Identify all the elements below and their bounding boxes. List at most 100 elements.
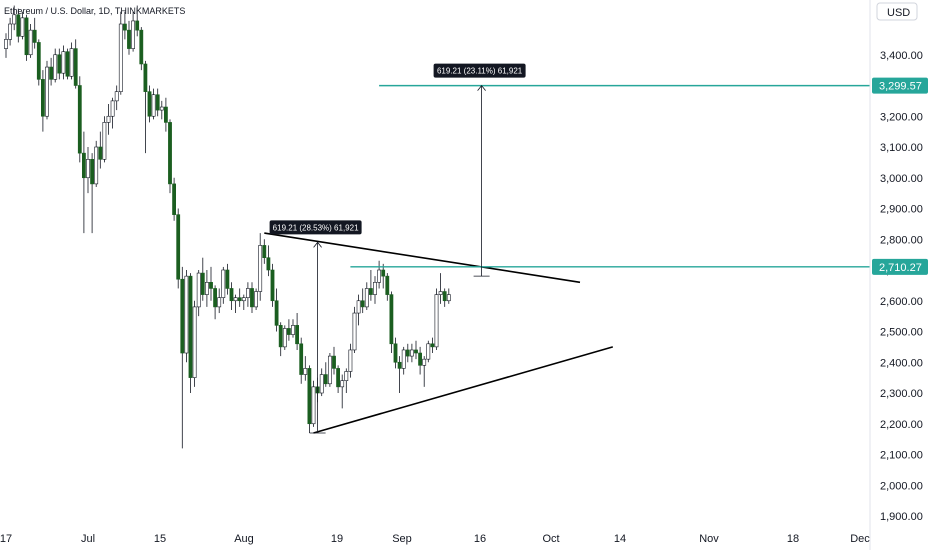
- candle-body: [397, 361, 402, 369]
- candle-body: [229, 288, 234, 302]
- candle-body: [356, 300, 361, 314]
- candle-body: [77, 85, 82, 154]
- candle-body: [36, 42, 41, 80]
- candles-group: [4, 5, 451, 449]
- measure-2-label: 619.21 (23.11%) 61,921: [437, 67, 523, 76]
- candle-body: [4, 39, 8, 49]
- candle-body: [45, 66, 49, 117]
- target-level-tag-label: 3,299.57: [879, 81, 922, 93]
- time-axis[interactable]: 17 Jul 15 Aug 19 Sep 16 Oct 14 Nov 18 Dec: [0, 533, 870, 545]
- candle-body: [262, 245, 267, 258]
- candle-body: [8, 23, 13, 40]
- candle-body: [295, 325, 300, 345]
- candle-body: [307, 368, 312, 425]
- candle-body: [69, 48, 74, 77]
- y-tick-label: 2,900.00: [880, 204, 923, 216]
- x-tick-label: Nov: [699, 533, 719, 545]
- candle-body: [377, 269, 382, 283]
- candle-body: [340, 380, 345, 388]
- measure-1-arrowhead: [313, 241, 322, 248]
- candle-body: [418, 352, 423, 366]
- candle-body: [57, 54, 62, 74]
- breakout-level-tag: [872, 258, 928, 275]
- candle-body: [282, 328, 287, 348]
- candle-body: [442, 291, 447, 302]
- triangle-upper-line[interactable]: [264, 232, 581, 284]
- candle-body: [12, 14, 17, 25]
- candle-body: [213, 288, 218, 308]
- candle-body: [438, 291, 443, 295]
- candle-body: [65, 51, 70, 77]
- triangle-lower-line[interactable]: [313, 346, 614, 434]
- candle-body: [164, 106, 168, 123]
- candle-body: [114, 91, 119, 102]
- candle-body: [237, 297, 242, 302]
- candle-body: [131, 20, 136, 49]
- candle-body: [151, 94, 156, 117]
- candle-body: [102, 122, 107, 160]
- candle-body: [61, 51, 66, 74]
- candle-body: [49, 66, 54, 80]
- candle-body: [53, 54, 58, 80]
- candle-body: [303, 368, 308, 375]
- y-tick-label: 2,200.00: [880, 419, 923, 431]
- candle-body: [373, 281, 377, 295]
- candle-body: [147, 91, 152, 117]
- candle-body: [430, 343, 435, 348]
- candle-body: [364, 288, 369, 308]
- candle-body: [200, 272, 205, 295]
- candle-body: [323, 374, 328, 385]
- candle-body: [16, 14, 21, 37]
- candle-body: [286, 328, 291, 335]
- candle-body: [352, 312, 357, 351]
- candle-body: [159, 106, 164, 111]
- x-tick-label: 17: [0, 533, 12, 545]
- x-tick-label: Jul: [81, 533, 95, 545]
- candle-body: [40, 79, 45, 117]
- candle-body: [274, 300, 279, 326]
- y-tick-label: 3,100.00: [880, 142, 923, 154]
- x-tick-label: 15: [154, 533, 166, 545]
- candle-body: [209, 281, 213, 289]
- x-tick-label: 14: [614, 533, 626, 545]
- candle-body: [225, 269, 230, 289]
- candle-body: [250, 288, 254, 308]
- price-tags-group: 3,299.57 2,710.27: [872, 77, 928, 275]
- candle-body: [246, 288, 250, 298]
- x-tick-label: Sep: [392, 533, 412, 545]
- candle-body: [414, 349, 418, 354]
- candle-body: [426, 343, 431, 360]
- x-tick-label: 16: [474, 533, 486, 545]
- candle-body: [311, 386, 316, 425]
- x-tick-label: Oct: [542, 533, 559, 545]
- candle-body: [73, 48, 78, 86]
- candle-body: [381, 269, 386, 277]
- candle-body: [348, 349, 353, 372]
- candle-body: [299, 343, 304, 375]
- candle-body: [86, 159, 90, 179]
- currency-label: USD: [887, 7, 910, 19]
- candle-body: [172, 183, 177, 215]
- candle-body: [278, 325, 283, 348]
- candle-body: [32, 29, 37, 43]
- y-tick-label: 3,000.00: [880, 173, 923, 185]
- candle-body: [291, 325, 295, 335]
- currency-button[interactable]: [876, 2, 918, 21]
- y-tick-label: 2,100.00: [880, 450, 923, 462]
- y-tick-label: 2,500.00: [880, 327, 923, 339]
- candle-body: [94, 146, 99, 185]
- candle-body: [28, 29, 33, 56]
- x-tick-label: 18: [787, 533, 799, 545]
- candle-body: [155, 94, 160, 111]
- candle-body: [446, 294, 451, 302]
- breakout-level-tag-label: 2,710.27: [879, 262, 922, 274]
- candle-body: [434, 294, 439, 348]
- candle-body: [139, 29, 144, 65]
- candle-body: [123, 23, 127, 31]
- y-tick-label: 1,900.00: [880, 511, 923, 523]
- candle-body: [409, 349, 414, 357]
- candle-body: [319, 374, 324, 394]
- candle-body: [385, 275, 390, 295]
